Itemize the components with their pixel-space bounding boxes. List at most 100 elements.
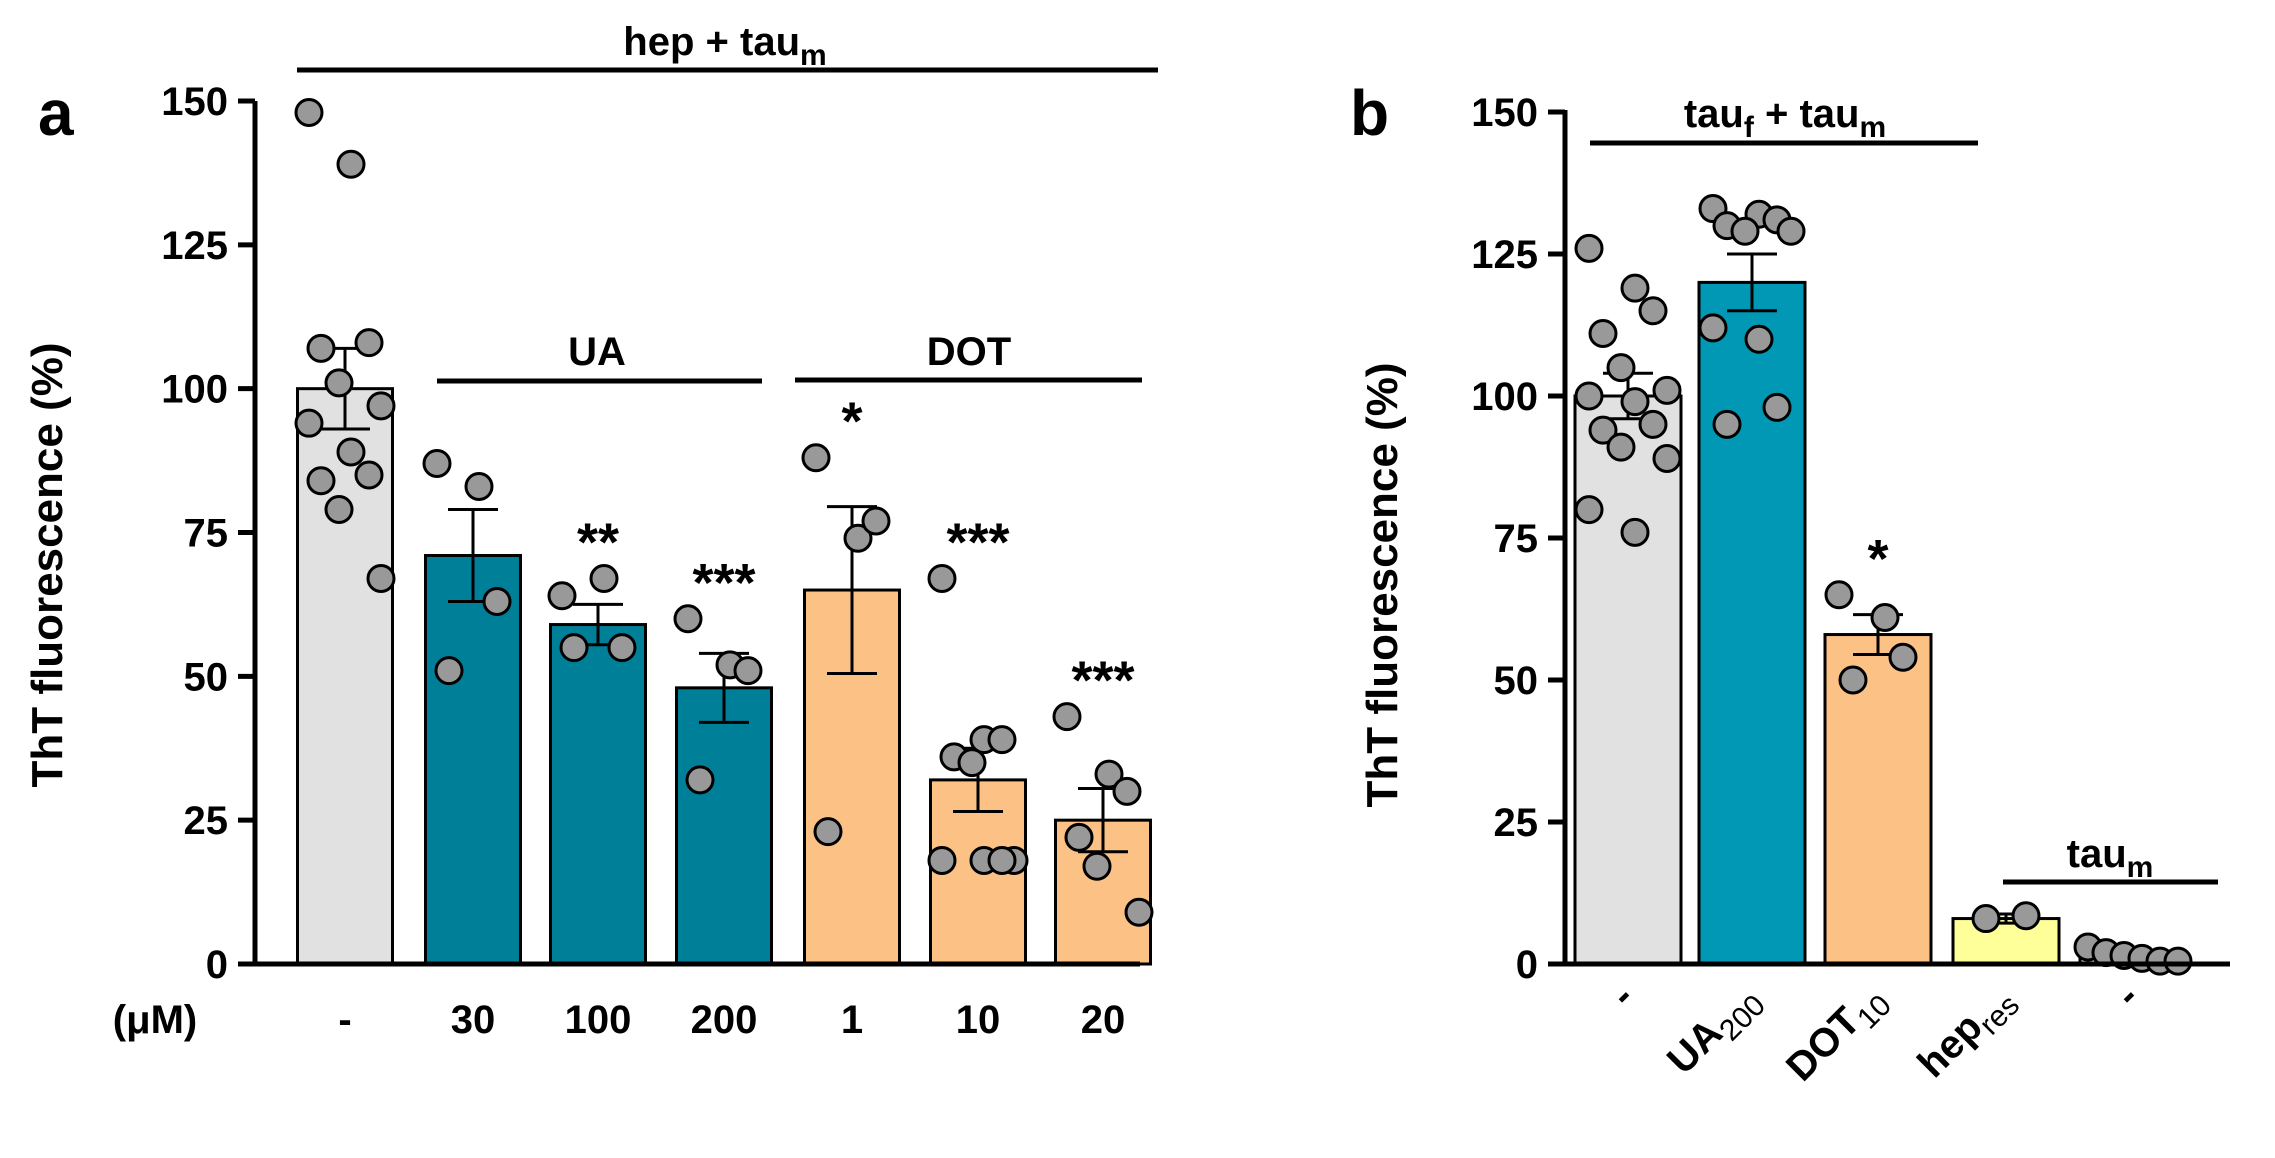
panel-a-unit-label: (μM) xyxy=(113,998,197,1042)
panel-a-point xyxy=(987,845,1017,875)
panel-a-significance-mark: *** xyxy=(692,553,755,613)
panel-b-x-label: - xyxy=(1602,975,1643,1016)
panel-b-y-axis-title: ThT fluorescence (%) xyxy=(1358,363,1407,808)
panel-b-point xyxy=(1838,665,1868,695)
panel-a-point xyxy=(336,149,366,179)
panel-a-point xyxy=(607,633,637,663)
panel-b-point xyxy=(1588,415,1618,445)
panel-a-y-tick-label: 25 xyxy=(184,799,229,843)
panel-a-x-labels: -30 100 200 1 10 20 xyxy=(338,998,1125,1042)
panel-a-x-label: 10 xyxy=(956,998,1001,1042)
panel-b-point xyxy=(1574,233,1604,263)
panel-b-y-tick-label: 75 xyxy=(1494,517,1539,561)
panel-b-x-label-main: - xyxy=(1602,975,1643,1016)
panel-a-point xyxy=(927,845,957,875)
panel-a-point xyxy=(324,494,354,524)
panel-b-point xyxy=(1638,296,1668,326)
panel-b-bar xyxy=(1951,917,2061,966)
panel-b-bracket-left-text2: + tau xyxy=(1754,92,1860,136)
panel-a-point xyxy=(957,748,987,778)
panel-a-point xyxy=(1124,897,1154,927)
panel-b-point xyxy=(1712,409,1742,439)
panel-a-point xyxy=(685,765,715,795)
panel-b-x-label-group: hepres xyxy=(1909,989,2026,1086)
panel-a-bar xyxy=(424,554,522,966)
panel-a-y-ticks: 0 25 50 75 100 125 150 xyxy=(161,80,255,987)
panel-a-x-label: 200 xyxy=(691,998,758,1042)
panel-b-x-label: - xyxy=(2107,975,2148,1016)
panel-a-point xyxy=(547,581,577,611)
panel-b-point xyxy=(1606,353,1636,383)
panel-b-point xyxy=(1762,392,1792,422)
panel-a-y-tick-label: 50 xyxy=(184,655,229,699)
panel-a-bar xyxy=(549,623,647,966)
panel-b-point xyxy=(1730,216,1760,246)
panel-a-point xyxy=(366,391,396,421)
panel-a-point xyxy=(336,437,366,467)
panel-b-y-tick-label: 0 xyxy=(1516,943,1538,987)
panel-a-y-tick-label: 150 xyxy=(161,80,228,124)
panel-a-point xyxy=(673,604,703,634)
panel-b-bar xyxy=(1573,394,1683,966)
panel-b-point xyxy=(1588,319,1618,349)
panel-a-point xyxy=(927,564,957,594)
panel-b-x-labels: -UA200 DOT10 hepres - xyxy=(1602,975,2148,1089)
panel-b-bracket-right-sub: m xyxy=(2127,851,2154,884)
panel-a-significance-mark: *** xyxy=(1071,651,1134,711)
panel-a-point xyxy=(434,656,464,686)
panel-b-x-label-main: - xyxy=(2107,975,2148,1016)
panel-b-significance-mark: * xyxy=(1867,529,1888,589)
panel-b-bracket-left-sub1: f xyxy=(1744,111,1755,144)
panel-a-point xyxy=(366,564,396,594)
panel-b-x-label-group: - xyxy=(2107,975,2148,1016)
panel-b-x-label-group: - xyxy=(1602,975,1643,1016)
panel-b-significance: * xyxy=(1867,529,1888,589)
panel-b-point xyxy=(1606,432,1636,462)
panel-b-point xyxy=(1652,375,1682,405)
panel-a-point xyxy=(813,817,843,847)
panel-b-bracket-right-text: tau xyxy=(2067,832,2127,876)
panel-a-point xyxy=(294,408,324,438)
panel-a-y-tick-label: 75 xyxy=(184,512,229,556)
panel-b-y-ticks: 0 25 50 75 100 125 150 xyxy=(1471,91,1565,987)
panel-a-point xyxy=(482,587,512,617)
panel-b-point xyxy=(1652,443,1682,473)
panel-a-significance-mark: * xyxy=(841,392,862,452)
panel-a-point xyxy=(354,460,384,490)
panel-a-points xyxy=(294,98,1154,927)
panel-a-point xyxy=(801,443,831,473)
panel-b-point xyxy=(2163,946,2193,976)
panel-a-point xyxy=(733,656,763,686)
panel-b-y-tick-label: 50 xyxy=(1494,659,1539,703)
panel-b-bracket-left-sub2: m xyxy=(1859,111,1886,144)
panel-a-significance: ************ xyxy=(577,392,1135,711)
panel-b-bracket-left-label: tauf + taum xyxy=(1684,92,1886,144)
panel-a-bracket-ua-label: UA xyxy=(568,330,626,374)
panel-b-y-tick-label: 100 xyxy=(1471,375,1538,419)
panel-b-point xyxy=(1620,387,1650,417)
panel-b-point xyxy=(1574,381,1604,411)
panel-b-point xyxy=(1620,273,1650,303)
panel-a-point xyxy=(1112,776,1142,806)
panel-a-point xyxy=(861,506,891,536)
panel-a-point xyxy=(1082,851,1112,881)
panel-b-point xyxy=(1776,216,1806,246)
panel-a-bracket-top-text: hep + tau xyxy=(623,20,800,64)
panel-b-point xyxy=(1620,517,1650,547)
panel-a-bracket-top-sub: m xyxy=(800,39,827,72)
panel-a-significance-mark: *** xyxy=(946,513,1009,573)
panel-b-point xyxy=(1698,313,1728,343)
panel-a-point xyxy=(294,98,324,128)
panel-a-point xyxy=(589,564,619,594)
panel-a-point xyxy=(559,633,589,663)
panel-a-point xyxy=(422,448,452,478)
panel-a-bracket-dot-label: DOT xyxy=(927,330,1011,374)
panel-b-point xyxy=(1638,409,1668,439)
panel-a-point xyxy=(324,368,354,398)
panel-b-bar xyxy=(1697,280,1807,966)
panel-a-y-tick-label: 100 xyxy=(161,368,228,412)
panel-b-y-tick-label: 150 xyxy=(1471,91,1538,135)
panel-a-point xyxy=(1094,759,1124,789)
panel-a-point xyxy=(843,523,873,553)
